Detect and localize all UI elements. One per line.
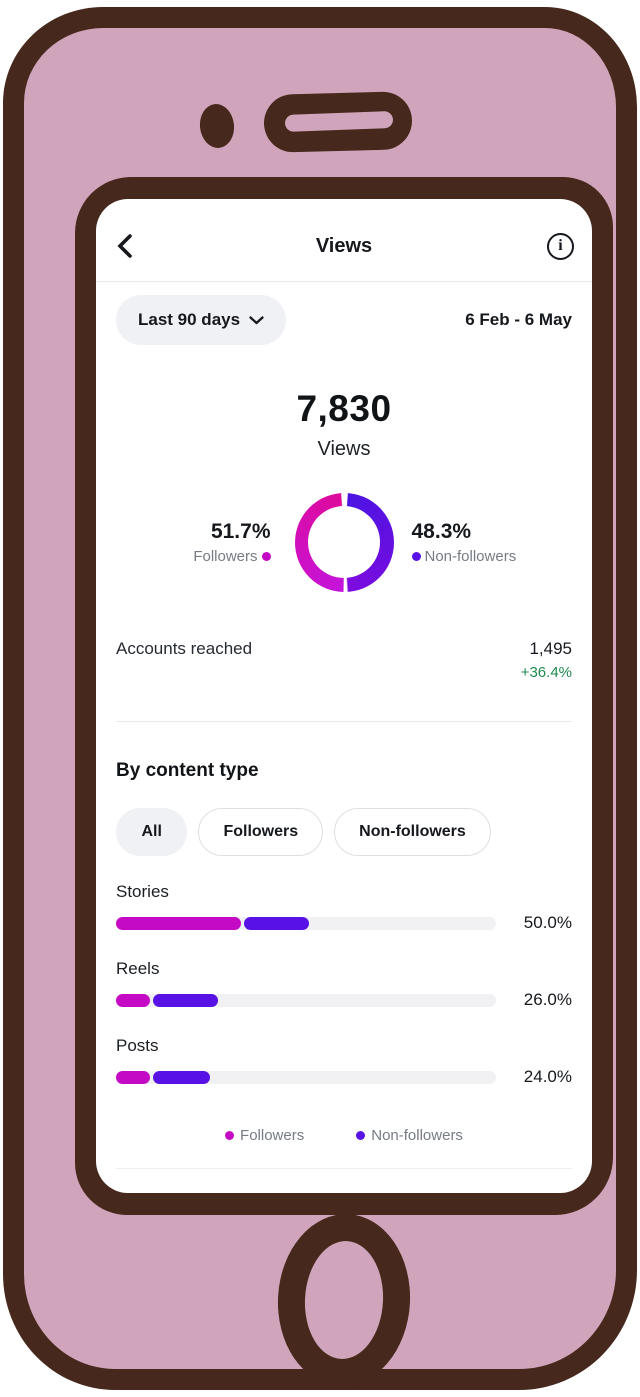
accounts-reached-row: Accounts reached 1,495 +36.4% (96, 639, 592, 681)
followers-label-text: Followers (193, 547, 258, 565)
legend-label: Followers (240, 1127, 305, 1144)
bar-label: Reels (116, 959, 160, 978)
bar-line: 24.0% (116, 1067, 572, 1087)
tab-all[interactable]: All (116, 808, 188, 856)
app-screen: Views Last 90 days 6 Feb - 6 May 7,830 V… (96, 199, 592, 1193)
camera-dot-icon (197, 102, 237, 150)
bar-track (116, 916, 496, 930)
app-header: Views (96, 199, 592, 281)
donut-chart (294, 492, 394, 592)
date-range-text: 6 Feb - 6 May (465, 310, 572, 329)
content-bar-row-posts: Posts 24.0% (116, 1036, 572, 1087)
content-type-bars: Stories 50.0% Reels 26.0% Posts 24.0% (116, 882, 572, 1087)
accounts-reached-label: Accounts reached (116, 639, 253, 658)
header-divider (96, 281, 592, 282)
total-views-label: Views (317, 438, 371, 460)
followers-percentage: 51.7% (210, 519, 271, 543)
home-button[interactable] (273, 1210, 415, 1390)
chart-legend: Followers Non-followers (96, 1127, 592, 1144)
back-button[interactable] (114, 228, 150, 264)
page-title: Views (315, 234, 373, 257)
non-followers-label-text: Non-followers (424, 547, 517, 565)
bar-percentage: 50.0% (523, 913, 572, 932)
followers-dot-icon (225, 1131, 235, 1140)
accounts-reached-delta: +36.4% (520, 664, 572, 681)
bar-line: 50.0% (116, 913, 572, 933)
non-followers-percentage: 48.3% (411, 519, 472, 543)
non-followers-dot-icon (411, 551, 421, 561)
bar-segment-followers (116, 993, 151, 1007)
bar-label: Posts (116, 1036, 159, 1055)
content-type-tabs: All Followers Non-followers (116, 808, 572, 856)
accounts-reached-value: 1,495 (529, 639, 572, 658)
speaker-slot-inner (284, 111, 394, 132)
views-summary: 7,830 Views (96, 388, 592, 461)
non-followers-label: Non-followers (411, 547, 517, 565)
bar-percentage: 24.0% (523, 1067, 572, 1086)
chevron-down-icon (249, 315, 264, 324)
followers-dot-icon (261, 551, 271, 561)
accounts-reached-values: 1,495 +36.4% (521, 639, 572, 681)
screen-bezel: Views Last 90 days 6 Feb - 6 May 7,830 V… (75, 177, 613, 1215)
bar-segment-non-followers (153, 993, 218, 1007)
date-range-selector[interactable]: Last 90 days (116, 295, 287, 345)
followers-label: Followers (193, 547, 271, 565)
chevron-left-icon (117, 234, 132, 258)
bar-segment-non-followers (244, 916, 309, 930)
followers-stat: 51.7% Followers (110, 520, 295, 565)
filter-bar: Last 90 days 6 Feb - 6 May (96, 282, 592, 358)
follower-split-chart: 51.7% Followers 48.3% Non-followers (96, 489, 592, 595)
screen-bottom-divider (116, 1168, 572, 1169)
legend-item-followers: Followers (225, 1127, 304, 1144)
bar-track (116, 1070, 496, 1084)
bar-segment-followers (116, 1070, 151, 1084)
content-bar-row-reels: Reels 26.0% (116, 959, 572, 1010)
bar-label: Stories (116, 882, 169, 901)
info-button[interactable] (538, 228, 574, 264)
speaker-slot-icon (263, 91, 413, 153)
legend-item-non-followers: Non-followers (356, 1127, 463, 1144)
bar-line: 26.0% (116, 990, 572, 1010)
non-followers-stat: 48.3% Non-followers (394, 520, 579, 565)
nonfollowers-dot-icon (356, 1131, 366, 1140)
bar-percentage: 26.0% (523, 990, 572, 1009)
illustrated-phone-body: Views Last 90 days 6 Feb - 6 May 7,830 V… (3, 7, 637, 1390)
bar-segment-non-followers (153, 1070, 211, 1084)
content-bar-row-stories: Stories 50.0% (116, 882, 572, 933)
legend-label: Non-followers (371, 1127, 463, 1144)
bar-track (116, 993, 496, 1007)
info-icon (547, 232, 574, 260)
bar-segment-followers (116, 916, 242, 930)
total-views-value: 7,830 (296, 388, 392, 429)
tab-followers[interactable]: Followers (198, 808, 324, 856)
tab-non-followers[interactable]: Non-followers (334, 808, 491, 856)
content-type-heading: By content type (116, 760, 259, 781)
date-range-selector-label: Last 90 days (138, 310, 241, 329)
section-divider (116, 721, 572, 722)
